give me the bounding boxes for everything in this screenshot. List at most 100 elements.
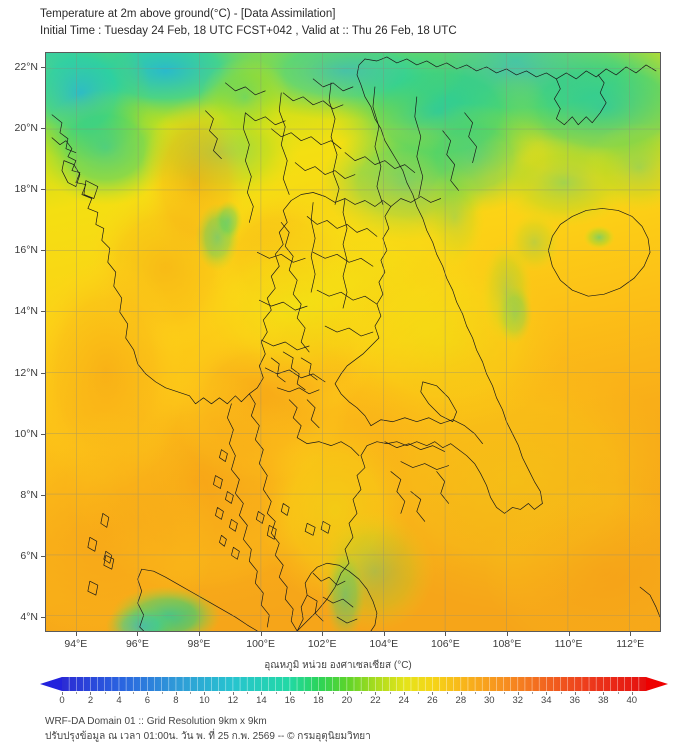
colorbar-tick-mark xyxy=(232,692,234,695)
page-title: Temperature at 2m above ground(°C) - [Da… xyxy=(40,8,336,20)
colorbar-tick-mark xyxy=(318,692,320,695)
latitude-tick-mark xyxy=(41,555,45,557)
colorbar-tick-mark xyxy=(489,692,491,695)
footer-model-line: WRF-DA Domain 01 :: Grid Resolution 9km … xyxy=(45,716,267,727)
colorbar-tick-mark xyxy=(603,692,605,695)
latitude-tick-mark xyxy=(41,128,45,130)
colorbar-minor-tick-mark xyxy=(475,692,477,694)
longitude-tick-label: 104°E xyxy=(369,638,399,650)
longitude-tick-mark xyxy=(322,632,324,636)
longitude-tick-label: 102°E xyxy=(307,638,337,650)
colorbar-minor-tick-mark xyxy=(161,692,163,694)
colorbar-tick-label: 22 xyxy=(370,695,381,706)
latitude-tick-mark xyxy=(41,372,45,374)
colorbar-tick-label: 26 xyxy=(427,695,438,706)
latitude-tick-label: 8°N xyxy=(20,488,38,501)
longitude-tick-mark xyxy=(137,632,139,636)
latitude-tick-mark xyxy=(41,67,45,69)
colorbar-tick-mark xyxy=(261,692,263,695)
colorbar-tick-label: 4 xyxy=(116,695,122,706)
longitude-tick-label: 100°E xyxy=(246,638,275,650)
longitude-tick-mark xyxy=(260,632,262,636)
colorbar-minor-tick-mark xyxy=(560,692,562,694)
colorbar-tick-label: 12 xyxy=(227,695,239,706)
colorbar-minor-tick-mark xyxy=(532,692,534,694)
colorbar-minor-tick-mark xyxy=(389,692,391,694)
colorbar-tick-mark xyxy=(118,692,120,695)
longitude-tick-mark xyxy=(199,632,200,636)
colorbar-tick-mark xyxy=(90,692,92,695)
latitude-tick-label: 22°N xyxy=(14,61,38,74)
colorbar-minor-tick-mark xyxy=(617,692,619,694)
colorbar-tick-label: 36 xyxy=(569,695,581,706)
colorbar-low-arrow xyxy=(40,677,62,691)
colorbar-minor-tick-mark xyxy=(361,692,363,694)
colorbar-tick-mark xyxy=(631,692,633,695)
colorbar-tick-label: 20 xyxy=(341,695,353,706)
colorbar-tick-label: 28 xyxy=(455,695,467,706)
colorbar-tick-label: 2 xyxy=(87,695,94,706)
footer-credit-line: ปรับปรุงข้อมูล ณ เวลา 01:00น. วัน พ. ที่… xyxy=(45,731,371,742)
longitude-tick-label: 96°E xyxy=(125,638,149,650)
colorbar-minor-tick-mark xyxy=(247,692,249,694)
colorbar-tick-label: 8 xyxy=(173,695,179,706)
longitude-tick-mark xyxy=(75,632,77,636)
colorbar-minor-tick-mark xyxy=(332,692,334,694)
colorbar-tick-label: 34 xyxy=(540,695,552,706)
colorbar-tick-label: 14 xyxy=(256,695,267,706)
colorbar-tick-label: 24 xyxy=(398,695,410,706)
colorbar-tick-mark xyxy=(432,692,434,695)
latitude-tick-label: 18°N xyxy=(14,183,38,196)
longitude-tick-label: 94°E xyxy=(64,638,88,650)
temperature-field xyxy=(46,53,660,631)
latitude-tick-mark xyxy=(41,250,45,252)
colorbar-minor-tick-mark xyxy=(76,692,78,694)
colorbar-tick-label: 32 xyxy=(512,695,524,706)
colorbar-tick-mark xyxy=(204,692,206,695)
latitude-tick-label: 4°N xyxy=(20,610,38,623)
colorbar-tick-mark xyxy=(346,692,348,695)
longitude-tick-mark xyxy=(630,632,632,636)
latitude-tick-mark xyxy=(41,616,45,618)
latitude-tick-mark xyxy=(41,189,45,191)
latitude-tick-label: 6°N xyxy=(20,549,38,562)
latitude-tick-mark xyxy=(41,311,45,313)
longitude-tick-mark xyxy=(383,632,385,636)
colorbar-gradient[interactable] xyxy=(40,676,668,692)
latitude-tick-mark xyxy=(41,494,45,496)
colorbar-minor-tick-mark xyxy=(133,692,135,694)
latitude-tick-label: 20°N xyxy=(14,122,38,135)
footer-block: WRF-DA Domain 01 :: Grid Resolution 9km … xyxy=(45,714,645,744)
colorbar-tick-label: 38 xyxy=(597,695,609,706)
colorbar-caption: อุณหภูมิ หน่วย องศาเซลเซียส (°C) xyxy=(264,660,412,671)
colorbar-tick-mark xyxy=(175,692,177,695)
colorbar-minor-tick-mark xyxy=(418,692,420,694)
latitude-tick-label: 12°N xyxy=(14,366,38,379)
colorbar-tick-mark xyxy=(289,692,291,695)
map-figure: 4°N 6°N 8°N 10°N 12°N 14°N 16°N 18°N 20°N 22°N 94… xyxy=(0,48,676,650)
map-plot-area[interactable] xyxy=(45,52,661,632)
colorbar-minor-tick-mark xyxy=(589,692,591,694)
colorbar-minor-tick-mark xyxy=(104,692,106,694)
chart-subtitle: Initial Time : Tuesday 24 Feb, 18 UTC FC… xyxy=(40,25,457,37)
colorbar-tick-label: 0 xyxy=(59,695,65,706)
colorbar-tick-label: 10 xyxy=(199,695,210,706)
latitude-tick-mark xyxy=(41,433,45,435)
colorbar-tick-label: 16 xyxy=(284,695,296,706)
colorbar-tick-mark xyxy=(375,692,377,695)
colorbar-tick-mark xyxy=(574,692,576,695)
colorbar-tick-label: 18 xyxy=(313,695,324,706)
longitude-tick-label: 112°E xyxy=(616,638,645,650)
longitude-tick-mark xyxy=(445,632,447,636)
colorbar-minor-tick-mark xyxy=(304,692,306,694)
colorbar-minor-tick-mark xyxy=(275,692,277,694)
colorbar-tick-label: 6 xyxy=(144,695,151,706)
colorbar-tick-label: 30 xyxy=(484,695,495,706)
colorbar-tick-label: 40 xyxy=(626,695,638,706)
colorbar: อุณหภูมิ หน่วย องศาเซลเซียส (°C) 0 2 4 6 8 10… xyxy=(0,658,676,710)
colorbar-tick-mark xyxy=(546,692,548,695)
longitude-tick-label: 98°E xyxy=(187,638,211,650)
colorbar-tick-mark xyxy=(62,692,63,695)
longitude-tick-mark xyxy=(568,632,570,636)
latitude-tick-label: 16°N xyxy=(14,244,38,257)
